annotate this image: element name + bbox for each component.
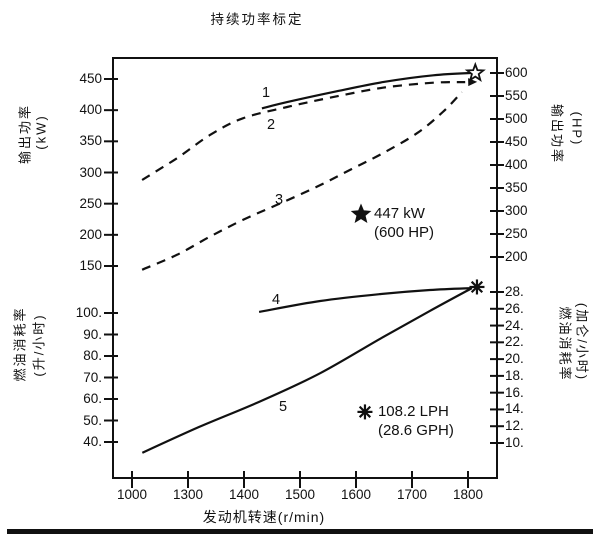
- hp-tick-label: 550: [505, 88, 528, 103]
- lph-tick-label: 40.: [83, 434, 102, 449]
- lph-tick-label: 70.: [83, 369, 102, 385]
- kw-tick-label: 150: [79, 258, 102, 273]
- curve-4-label: 4: [271, 292, 281, 308]
- gph-tick-label: 22.: [505, 334, 524, 350]
- chart-title: 持续功率标定: [210, 12, 304, 27]
- x-tick-label: 1400: [228, 487, 260, 502]
- curve-3-line: [141, 91, 463, 271]
- lph-tick-label: 50.: [83, 412, 102, 428]
- hp-tick-label: 450: [505, 134, 528, 149]
- hp-tick-label: 300: [505, 203, 528, 218]
- fuel-rate-value: 108.2 LPH: [377, 402, 449, 420]
- gph-tick-label: 20.: [505, 351, 524, 367]
- hp-tick-label: 400: [505, 157, 528, 172]
- fuel-rate-annotation: 108.2 LPH (28.6 GPH): [378, 402, 454, 440]
- x-tick-label: 1000: [116, 487, 148, 502]
- x-tick-label: 1800: [452, 487, 484, 502]
- rated-power-annotation: 447 kW (600 HP): [374, 204, 434, 242]
- curve-4-line: [258, 287, 472, 313]
- lph-tick-label: 80.: [83, 348, 102, 363]
- hp-tick-label: 500: [505, 111, 528, 126]
- lph-tick-label: 100.: [75, 305, 102, 320]
- curve-5-line: [141, 287, 473, 454]
- gph-tick-label: 24.: [505, 317, 524, 333]
- fuel-point-asterisk-icon: [470, 280, 484, 294]
- kw-tick-label: 250: [79, 195, 102, 211]
- hp-tick-label: 350: [505, 180, 528, 195]
- curve-2-label: 2: [266, 117, 276, 133]
- kw-tick-label: 200: [79, 226, 102, 242]
- lph-tick-label: 90.: [83, 326, 102, 342]
- gph-tick-label: 10.: [505, 435, 524, 450]
- legend-star-icon: [350, 203, 372, 223]
- rated-power-value-hp: (600 HP): [374, 224, 435, 242]
- rated-power-value: 447 kW: [374, 205, 425, 223]
- x-tick-label: 1500: [284, 487, 316, 502]
- gph-tick-label: 18.: [505, 367, 524, 383]
- x-tick-label: 1300: [172, 487, 204, 502]
- gph-tick-label: 26.: [505, 300, 524, 316]
- curve-2-line: [141, 80, 466, 181]
- kw-tick-label: 350: [79, 133, 102, 149]
- legend-asterisk-icon: [358, 405, 372, 418]
- fuel-rate-value-gph: (28.6 GPH): [377, 421, 454, 439]
- curve-1-label: 1: [261, 85, 271, 101]
- kw-tick-label: 450: [79, 71, 102, 86]
- hp-tick-label: 200: [505, 249, 528, 264]
- rated-point-star-icon: [464, 61, 486, 82]
- hp-tick-label: 250: [505, 226, 528, 241]
- x-tick-label: 1600: [340, 487, 372, 502]
- plot-frame: [112, 57, 498, 479]
- curve-1-line: [261, 71, 476, 110]
- curve-3-label: 3: [274, 192, 284, 208]
- x-tick-label: 1700: [396, 487, 428, 502]
- lph-tick-label: 60.: [83, 391, 102, 406]
- kw-tick-label: 400: [79, 102, 102, 118]
- page-divider-rule: [7, 529, 593, 534]
- kw-tick-label: 300: [79, 164, 102, 180]
- gph-tick-label: 14.: [505, 401, 524, 417]
- curve-5-label: 5: [278, 399, 288, 415]
- x-axis-title: 发动机转速(r/min): [202, 509, 326, 525]
- gph-tick-label: 12.: [505, 418, 524, 434]
- gph-tick-label: 28.: [505, 284, 524, 299]
- gph-tick-label: 16.: [505, 384, 524, 400]
- hp-tick-label: 600: [505, 65, 528, 80]
